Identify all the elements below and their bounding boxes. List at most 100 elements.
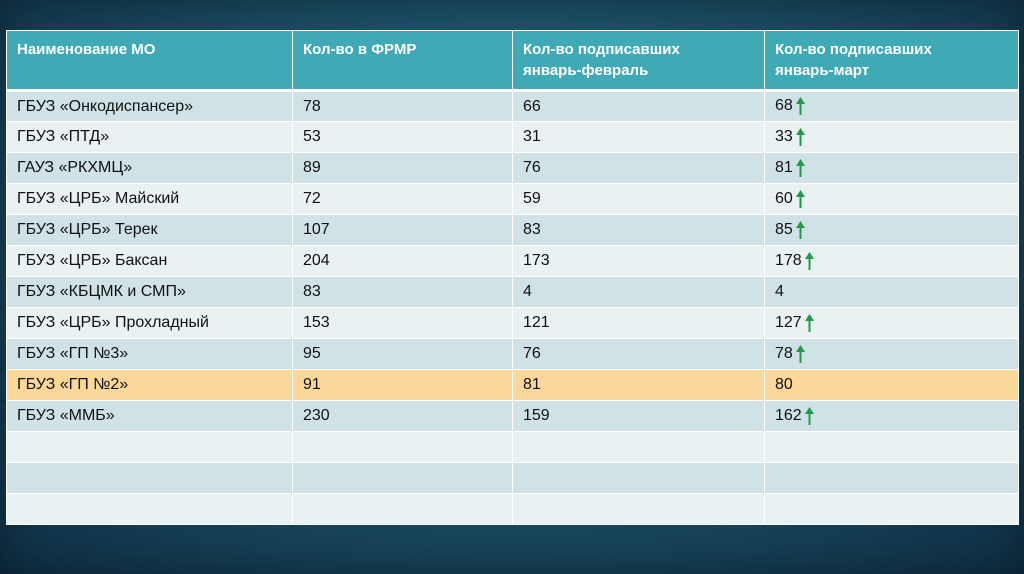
table-row: ГБУЗ «ЦРБ» Баксан 204 173 178 — [6, 245, 1019, 277]
cell-frmr-count-value: 89 — [303, 159, 321, 176]
table-body: ГБУЗ «Онкодиспансер» 78 66 68 ГБУЗ «ПТД» 53 31… — [6, 90, 1019, 525]
table-row — [6, 462, 1019, 494]
cell-signed-jan-mar: 78 — [764, 338, 1019, 370]
cell-signed-jan-mar — [764, 493, 1019, 525]
cell-signed-jan-feb: 83 — [512, 214, 765, 246]
cell-frmr-count: 95 — [292, 338, 513, 370]
table-row: ГБУЗ «ЦРБ» Майский 72 59 60 — [6, 183, 1019, 215]
cell-mo-name: ГБУЗ «ЦРБ» Терек — [6, 214, 293, 246]
cell-frmr-count-value: 95 — [303, 345, 321, 362]
header-mo-name: Наименование МО — [6, 30, 293, 92]
cell-mo-name-value: ГБУЗ «ЦРБ» Прохладный — [17, 314, 209, 331]
cell-frmr-count: 83 — [292, 276, 513, 308]
cell-mo-name-value: ГБУЗ «ЦРБ» Баксан — [17, 252, 168, 269]
cell-frmr-count-value: 230 — [303, 407, 330, 424]
mo-signing-table: Наименование МО Кол-во в ФРМР Кол-во под… — [6, 30, 1019, 525]
cell-frmr-count-value: 91 — [303, 376, 321, 393]
table-row: ГБУЗ «ЦРБ» Терек 107 83 85 — [6, 214, 1019, 246]
table-row: ГБУЗ «ЦРБ» Прохладный 153 121 127 — [6, 307, 1019, 339]
cell-mo-name-value: ГБУЗ «ММБ» — [17, 407, 115, 424]
arrow-up-icon — [804, 251, 814, 270]
cell-signed-jan-mar: 80 — [764, 369, 1019, 401]
cell-signed-jan-feb-value: 66 — [523, 97, 541, 115]
cell-signed-jan-mar: 33 — [764, 121, 1019, 153]
cell-signed-jan-mar-value: 81 — [775, 159, 793, 177]
cell-signed-jan-mar: 81 — [764, 152, 1019, 184]
cell-frmr-count-value: 78 — [303, 97, 321, 115]
cell-frmr-count-value: 53 — [303, 128, 321, 145]
cell-signed-jan-feb: 121 — [512, 307, 765, 339]
cell-signed-jan-feb: 76 — [512, 152, 765, 184]
table-row — [6, 431, 1019, 463]
cell-signed-jan-mar-value: 85 — [775, 221, 793, 239]
arrow-up-icon — [795, 158, 805, 177]
cell-signed-jan-mar: 4 — [764, 276, 1019, 308]
cell-frmr-count — [292, 431, 513, 463]
cell-signed-jan-mar-value: 127 — [775, 314, 802, 332]
cell-mo-name: ГАУЗ «РКХМЦ» — [6, 152, 293, 184]
cell-signed-jan-feb-value: 121 — [523, 314, 550, 331]
header-frmr-count-label: Кол-во в ФРМР — [303, 41, 417, 58]
cell-frmr-count-value: 72 — [303, 190, 321, 207]
header-row: Наименование МО Кол-во в ФРМР Кол-во под… — [6, 30, 1019, 92]
cell-signed-jan-feb — [512, 431, 765, 463]
cell-signed-jan-feb-value: 4 — [523, 283, 532, 300]
header-signed-jan-feb: Кол-во подписавших январь-февраль — [512, 30, 765, 92]
cell-signed-jan-feb — [512, 493, 765, 525]
cell-mo-name-value: ГБУЗ «ЦРБ» Терек — [17, 221, 158, 238]
arrow-up-icon — [795, 189, 805, 208]
cell-signed-jan-mar-value: 60 — [775, 190, 793, 208]
cell-signed-jan-mar: 127 — [764, 307, 1019, 339]
cell-mo-name-value: ГБУЗ «КБЦМК и СМП» — [17, 283, 186, 300]
cell-signed-jan-mar-value: 4 — [775, 283, 784, 300]
cell-mo-name-value: ГБУЗ «ЦРБ» Майский — [17, 190, 180, 207]
cell-signed-jan-feb: 31 — [512, 121, 765, 153]
cell-mo-name: ГБУЗ «ГП №3» — [6, 338, 293, 370]
cell-mo-name-value: ГБУЗ «ГП №3» — [17, 345, 129, 362]
cell-signed-jan-mar-value: 68 — [775, 97, 793, 115]
arrow-up-icon — [804, 313, 814, 332]
cell-frmr-count: 204 — [292, 245, 513, 277]
cell-signed-jan-mar — [764, 462, 1019, 494]
cell-signed-jan-feb: 66 — [512, 90, 765, 122]
cell-signed-jan-feb-value: 159 — [523, 407, 550, 424]
cell-frmr-count: 230 — [292, 400, 513, 432]
cell-mo-name: ГБУЗ «ММБ» — [6, 400, 293, 432]
table-row: ГБУЗ «КБЦМК и СМП» 83 4 4 — [6, 276, 1019, 308]
cell-mo-name: ГБУЗ «ЦРБ» Баксан — [6, 245, 293, 277]
table-row: ГБУЗ «ГП №3» 95 76 78 — [6, 338, 1019, 370]
header-signed-jan-mar-line1: Кол-во подписавших — [775, 41, 932, 58]
cell-frmr-count-value: 107 — [303, 221, 330, 238]
cell-mo-name: ГБУЗ «ПТД» — [6, 121, 293, 153]
table-row: ГБУЗ «ГП №2» 91 81 80 — [6, 369, 1019, 401]
cell-signed-jan-mar: 178 — [764, 245, 1019, 277]
cell-signed-jan-mar — [764, 431, 1019, 463]
cell-frmr-count — [292, 493, 513, 525]
cell-signed-jan-mar-value: 178 — [775, 252, 802, 270]
cell-mo-name: ГБУЗ «Онкодиспансер» — [6, 90, 293, 122]
cell-signed-jan-feb: 76 — [512, 338, 765, 370]
cell-frmr-count-value: 204 — [303, 252, 330, 269]
table-row: ГАУЗ «РКХМЦ» 89 76 81 — [6, 152, 1019, 184]
cell-mo-name — [6, 493, 293, 525]
cell-mo-name-value: ГБУЗ «ПТД» — [17, 128, 110, 145]
cell-signed-jan-mar-value: 162 — [775, 407, 802, 425]
cell-frmr-count: 153 — [292, 307, 513, 339]
arrow-up-icon — [795, 220, 805, 239]
cell-frmr-count: 107 — [292, 214, 513, 246]
cell-signed-jan-mar-value: 78 — [775, 345, 793, 363]
cell-signed-jan-feb: 59 — [512, 183, 765, 215]
cell-frmr-count-value: 83 — [303, 283, 321, 300]
cell-frmr-count — [292, 462, 513, 494]
arrow-up-icon — [804, 406, 814, 425]
cell-mo-name — [6, 431, 293, 463]
cell-signed-jan-feb: 4 — [512, 276, 765, 308]
cell-frmr-count: 78 — [292, 90, 513, 122]
arrow-up-icon — [795, 344, 805, 363]
header-frmr-count: Кол-во в ФРМР — [292, 30, 513, 92]
cell-signed-jan-feb-value: 83 — [523, 221, 541, 238]
table-header: Наименование МО Кол-во в ФРМР Кол-во под… — [6, 30, 1019, 92]
cell-frmr-count-value: 153 — [303, 314, 330, 331]
cell-mo-name: ГБУЗ «ЦРБ» Прохладный — [6, 307, 293, 339]
header-mo-name-label: Наименование МО — [17, 41, 156, 58]
